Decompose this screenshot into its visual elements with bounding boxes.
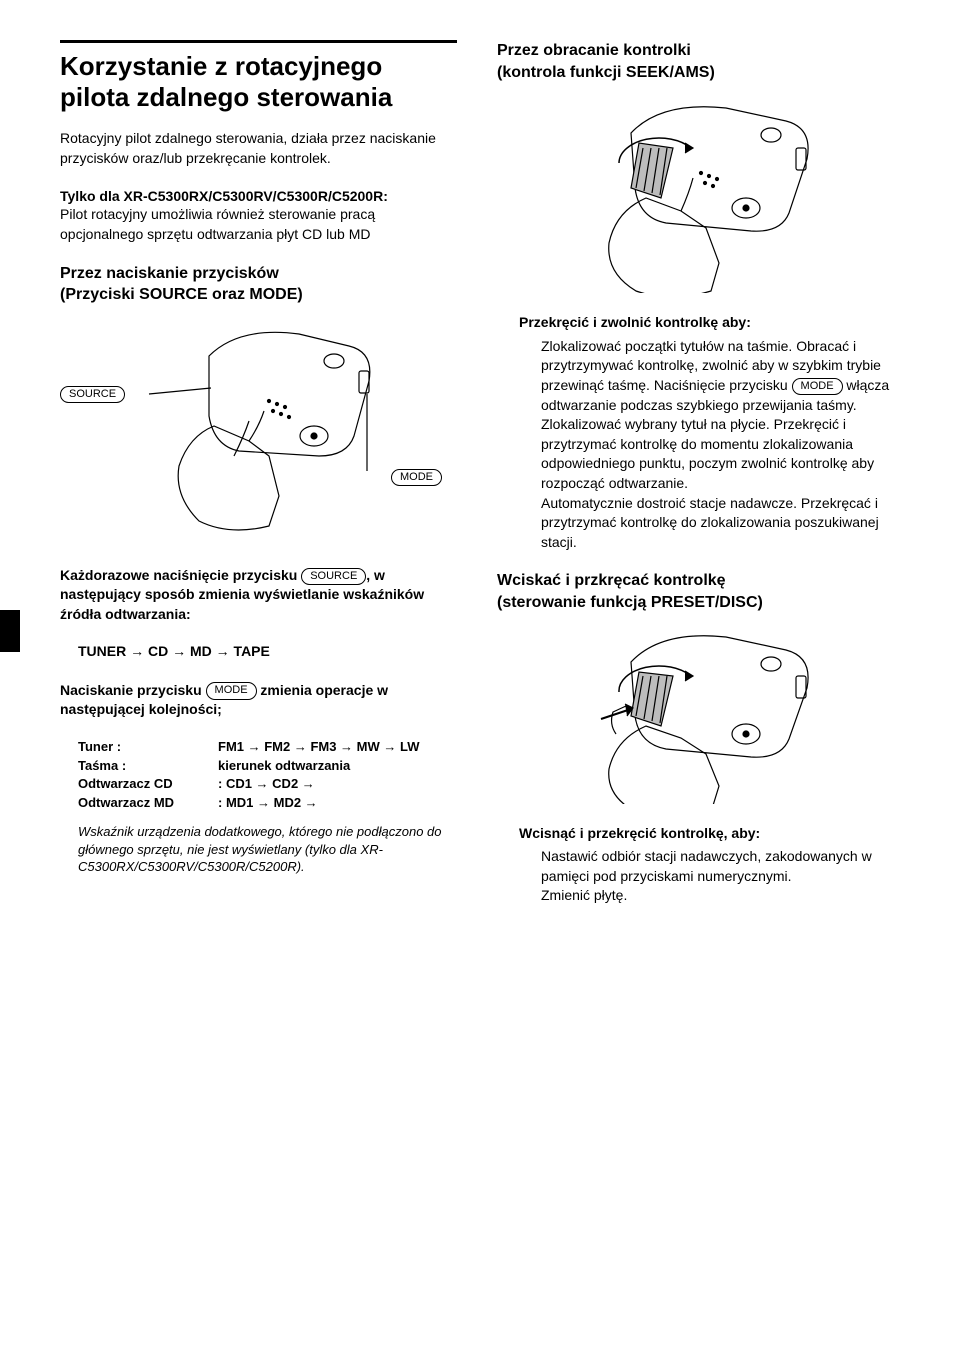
mode-key-tuner: Tuner : bbox=[78, 738, 218, 757]
source-badge-inline: SOURCE bbox=[301, 568, 366, 585]
table-row: Tuner : FM1 → FM2 → FM3 → MW → LW bbox=[78, 738, 457, 757]
only-for-heading: Tylko dla XR-C5300RX/C5300RV/C5300R/C520… bbox=[60, 187, 457, 206]
intro-text: Rotacyjny pilot zdalnego sterowania, dzi… bbox=[60, 129, 457, 168]
page-container: Korzystanie z rotacyjnego pilota zdalneg… bbox=[60, 40, 894, 924]
mode-press-paragraph: Naciskanie przycisku MODE zmienia operac… bbox=[78, 681, 457, 720]
source-para-pre: Każdorazowe naciśnięcie przycisku bbox=[60, 567, 297, 583]
rotate-heading: Przez obracanie kontrolki (kontrola funk… bbox=[497, 40, 894, 83]
page-title: Korzystanie z rotacyjnego pilota zdalneg… bbox=[60, 51, 457, 113]
rotate-heading-line1: Przez obracanie kontrolki bbox=[497, 42, 691, 59]
mode-val-cd: : CD1 → CD2 → bbox=[218, 775, 457, 794]
mode-val-tape: kierunek odtwarzania bbox=[218, 757, 457, 776]
source-press-paragraph: Każdorazowe naciśnięcie przycisku SOURCE… bbox=[78, 566, 457, 625]
only-for-body: Pilot rotacyjny umożliwia również sterow… bbox=[60, 205, 457, 244]
press-buttons-heading: Przez naciskanie przycisków (Przyciski S… bbox=[60, 263, 457, 306]
remote-illustration-1 bbox=[119, 316, 399, 536]
mode-val-tuner: FM1 → FM2 → FM3 → MW → LW bbox=[218, 738, 457, 757]
source-label-badge: SOURCE bbox=[60, 386, 125, 403]
remote-illustration-2 bbox=[561, 93, 831, 293]
rotate-heading-line2: (kontrola funkcji SEEK/AMS) bbox=[497, 64, 715, 81]
mode-badge-inline: MODE bbox=[206, 682, 257, 699]
mode-badge-inline-2: MODE bbox=[792, 378, 843, 395]
rotate-action-head: Przekręcić i zwolnić kontrolkę aby: bbox=[519, 313, 894, 333]
table-row: Taśma : kierunek odtwarzania bbox=[78, 757, 457, 776]
push-body-1: Nastawić odbiór stacji nadawczych, zakod… bbox=[541, 848, 872, 884]
figure-press-buttons: SOURCE bbox=[60, 316, 457, 546]
mode-key-md: Odtwarzacz MD bbox=[78, 794, 218, 813]
rotate-body-2: Zlokalizować wybrany tytuł na płycie. Pr… bbox=[541, 416, 874, 491]
footnote-text: Wskaźnik urządzenia dodatkowego, którego… bbox=[78, 823, 457, 876]
mode-key-cd: Odtwarzacz CD bbox=[78, 775, 218, 794]
mode-para-pre: Naciskanie przycisku bbox=[60, 682, 206, 698]
rotate-body-3: Automatycznie dostroić stacje nadawcze. … bbox=[541, 495, 879, 550]
right-column: Przez obracanie kontrolki (kontrola funk… bbox=[497, 40, 894, 924]
source-sequence: TUNER → CD → MD → TAPE bbox=[78, 643, 457, 659]
rotate-action-body: Zlokalizować początki tytułów na taśmie.… bbox=[541, 337, 894, 553]
pushrotate-heading-line2: (sterowanie funkcją PRESET/DISC) bbox=[497, 594, 763, 611]
table-row: Odtwarzacz MD : MD1 → MD2 → bbox=[78, 794, 457, 813]
mode-sequence-table: Tuner : FM1 → FM2 → FM3 → MW → LW Taśma … bbox=[78, 738, 457, 813]
page-side-tab bbox=[0, 610, 20, 652]
push-action-head: Wcisnąć i przekręcić kontrolkę, aby: bbox=[519, 824, 894, 844]
mode-label-badge: MODE bbox=[391, 469, 442, 486]
left-column: Korzystanie z rotacyjnego pilota zdalneg… bbox=[60, 40, 457, 924]
mode-key-tape: Taśma : bbox=[78, 757, 218, 776]
pushrotate-heading: Wciskać i przkręcać kontrolkę (sterowani… bbox=[497, 570, 894, 613]
table-row: Odtwarzacz CD : CD1 → CD2 → bbox=[78, 775, 457, 794]
title-rule bbox=[60, 40, 457, 43]
push-body-2: Zmienić płytę. bbox=[541, 887, 627, 903]
remote-illustration-3 bbox=[561, 624, 831, 804]
press-heading-line1: Przez naciskanie przycisków bbox=[60, 265, 279, 282]
pushrotate-heading-line1: Wciskać i przkręcać kontrolkę bbox=[497, 572, 726, 589]
press-heading-line2: (Przyciski SOURCE oraz MODE) bbox=[60, 286, 303, 303]
mode-val-md: : MD1 → MD2 → bbox=[218, 794, 457, 813]
push-action-body: Nastawić odbiór stacji nadawczych, zakod… bbox=[541, 847, 894, 906]
figure-rotate bbox=[497, 93, 894, 293]
figure-pushrotate bbox=[497, 624, 894, 804]
